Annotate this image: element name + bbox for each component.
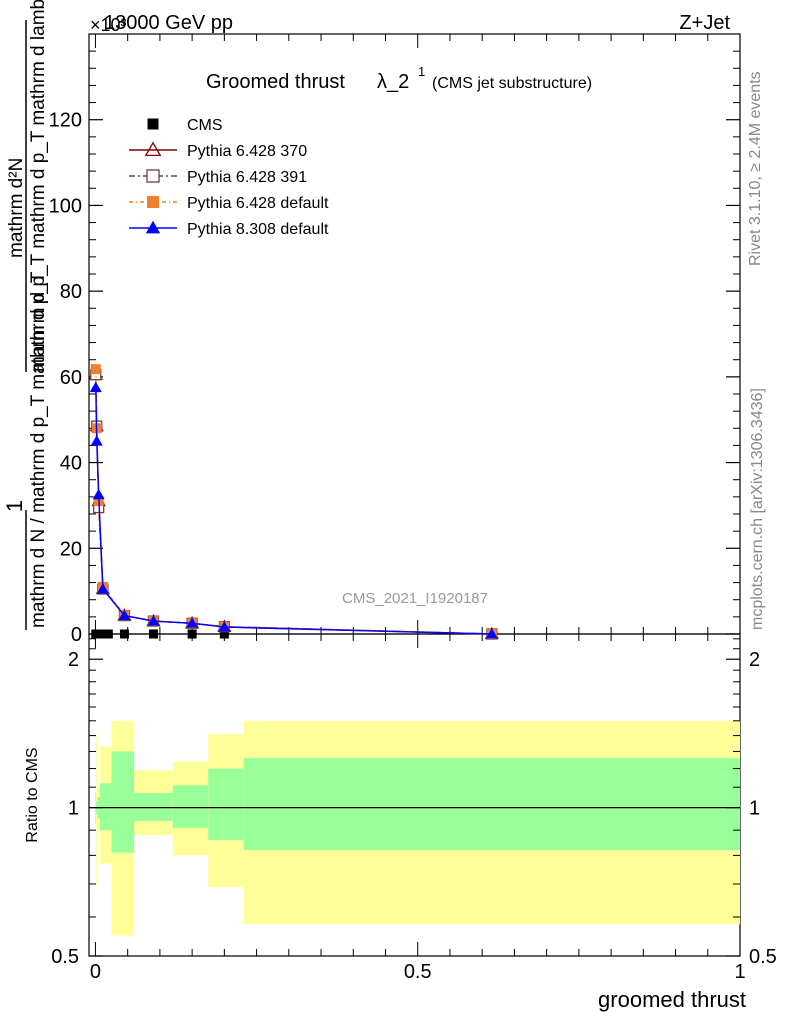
ratio-y-tick-label-right: 0.5 (749, 946, 777, 968)
data-point (219, 629, 229, 639)
process-label: Z+Jet (679, 12, 730, 34)
data-point (147, 196, 159, 208)
x-tick-label: 1 (734, 961, 745, 983)
ratio-y-tick-label: 0.5 (51, 946, 79, 968)
chart-title: Groomed thrust λ_2 1 (CMS jet substructu… (206, 64, 592, 93)
data-point (92, 488, 105, 500)
xlabel: groomed thrust (598, 987, 746, 1012)
ylabel-pre: 1 (2, 500, 27, 512)
ratio-band-inner (243, 758, 741, 851)
x-tick-label: 0 (90, 961, 101, 983)
data-point (98, 629, 108, 639)
ratio-band-inner (172, 785, 209, 828)
title-main: Groomed thrust (206, 71, 345, 93)
title-subtitle: (CMS jet substructure) (432, 75, 592, 92)
legend-label: Pythia 6.428 391 (187, 169, 307, 186)
ylabel-pre-den: mathrm d N / mathrm d p_T mathrm d p_T (28, 271, 49, 628)
data-point (186, 617, 199, 628)
ratio-bands (89, 720, 741, 936)
data-point (147, 615, 160, 626)
ratio-band-inner (99, 783, 112, 831)
y-tick-label: 80 (60, 281, 82, 303)
analysis-watermark: CMS_2021_I1920187 (342, 590, 488, 607)
main-series (88, 364, 499, 640)
main-ylabel: 1 mathrm d N / mathrm d p_T mathrm d p_T… (2, 0, 49, 630)
legend-entry: Pythia 6.428 370 (129, 141, 307, 160)
exponent-label: ×10³ (90, 15, 127, 35)
legend-label: CMS (187, 117, 223, 134)
data-point (119, 629, 129, 639)
rivet-label: Rivet 3.1.10, ≥ 2.4M events (747, 71, 764, 266)
ylabel-den: mathrm d p_T mathrm d p_T mathrm d lambd… (28, 0, 49, 372)
y-tick-label: 120 (49, 110, 82, 132)
ratio-ylabel: Ratio to CMS (24, 747, 41, 842)
data-point (118, 609, 131, 621)
data-point (218, 621, 231, 632)
y-tick-label: 20 (60, 538, 82, 560)
main-ticks: 0 20 40 60 80 100 120 0 0.5 1 (49, 34, 746, 983)
legend-label: Pythia 8.308 default (187, 221, 329, 238)
ratio-y-tick-label: 2 (68, 649, 79, 671)
x-tick-label: 0.5 (404, 961, 432, 983)
data-point (89, 381, 102, 393)
ylabel-num: mathrm d²N (6, 158, 27, 258)
ratio-ticks: 0.5 0.5 1 1 2 2 (51, 638, 777, 968)
legend: CMS Pythia 6.428 370 Pythia 6.428 391 Pythi… (129, 117, 329, 238)
ratio-band-inner (208, 768, 244, 840)
energy-label: 13000 GeV pp (104, 12, 233, 34)
legend-label: Pythia 6.428 default (187, 195, 329, 212)
data-point (103, 629, 113, 639)
y-tick-label: 60 (60, 367, 82, 389)
title-sup: 1 (418, 64, 425, 79)
ratio-y-tick-label: 1 (68, 798, 79, 820)
ratio-y-tick-label-right: 2 (749, 649, 760, 671)
data-point (146, 169, 160, 183)
ratio-y-tick-label-right: 1 (749, 798, 760, 820)
data-point (96, 583, 109, 594)
data-point (147, 118, 159, 130)
data-point (148, 629, 158, 639)
title-symbol: λ_2 (377, 71, 409, 93)
legend-label: Pythia 6.428 370 (187, 143, 307, 160)
legend-entry: Pythia 6.428 391 (129, 169, 307, 186)
legend-entry: CMS (147, 117, 223, 134)
ratio-band-inner (111, 751, 135, 853)
y-tick-label: 40 (60, 453, 82, 475)
data-point (90, 364, 101, 375)
data-point (485, 628, 498, 639)
data-point (145, 220, 161, 234)
ratio-band-inner (134, 793, 173, 821)
mcplots-label: mcplots.cern.ch [arXiv:1306.3436] (749, 388, 766, 630)
legend-entry: Pythia 8.308 default (129, 220, 329, 238)
series-pythia-8-308-default (89, 381, 498, 639)
data-point (144, 141, 162, 157)
y-tick-label: 100 (49, 195, 82, 217)
data-point (187, 629, 197, 639)
y-tick-label: 0 (71, 624, 82, 646)
data-point (90, 435, 103, 446)
legend-entry: Pythia 6.428 default (129, 195, 329, 212)
